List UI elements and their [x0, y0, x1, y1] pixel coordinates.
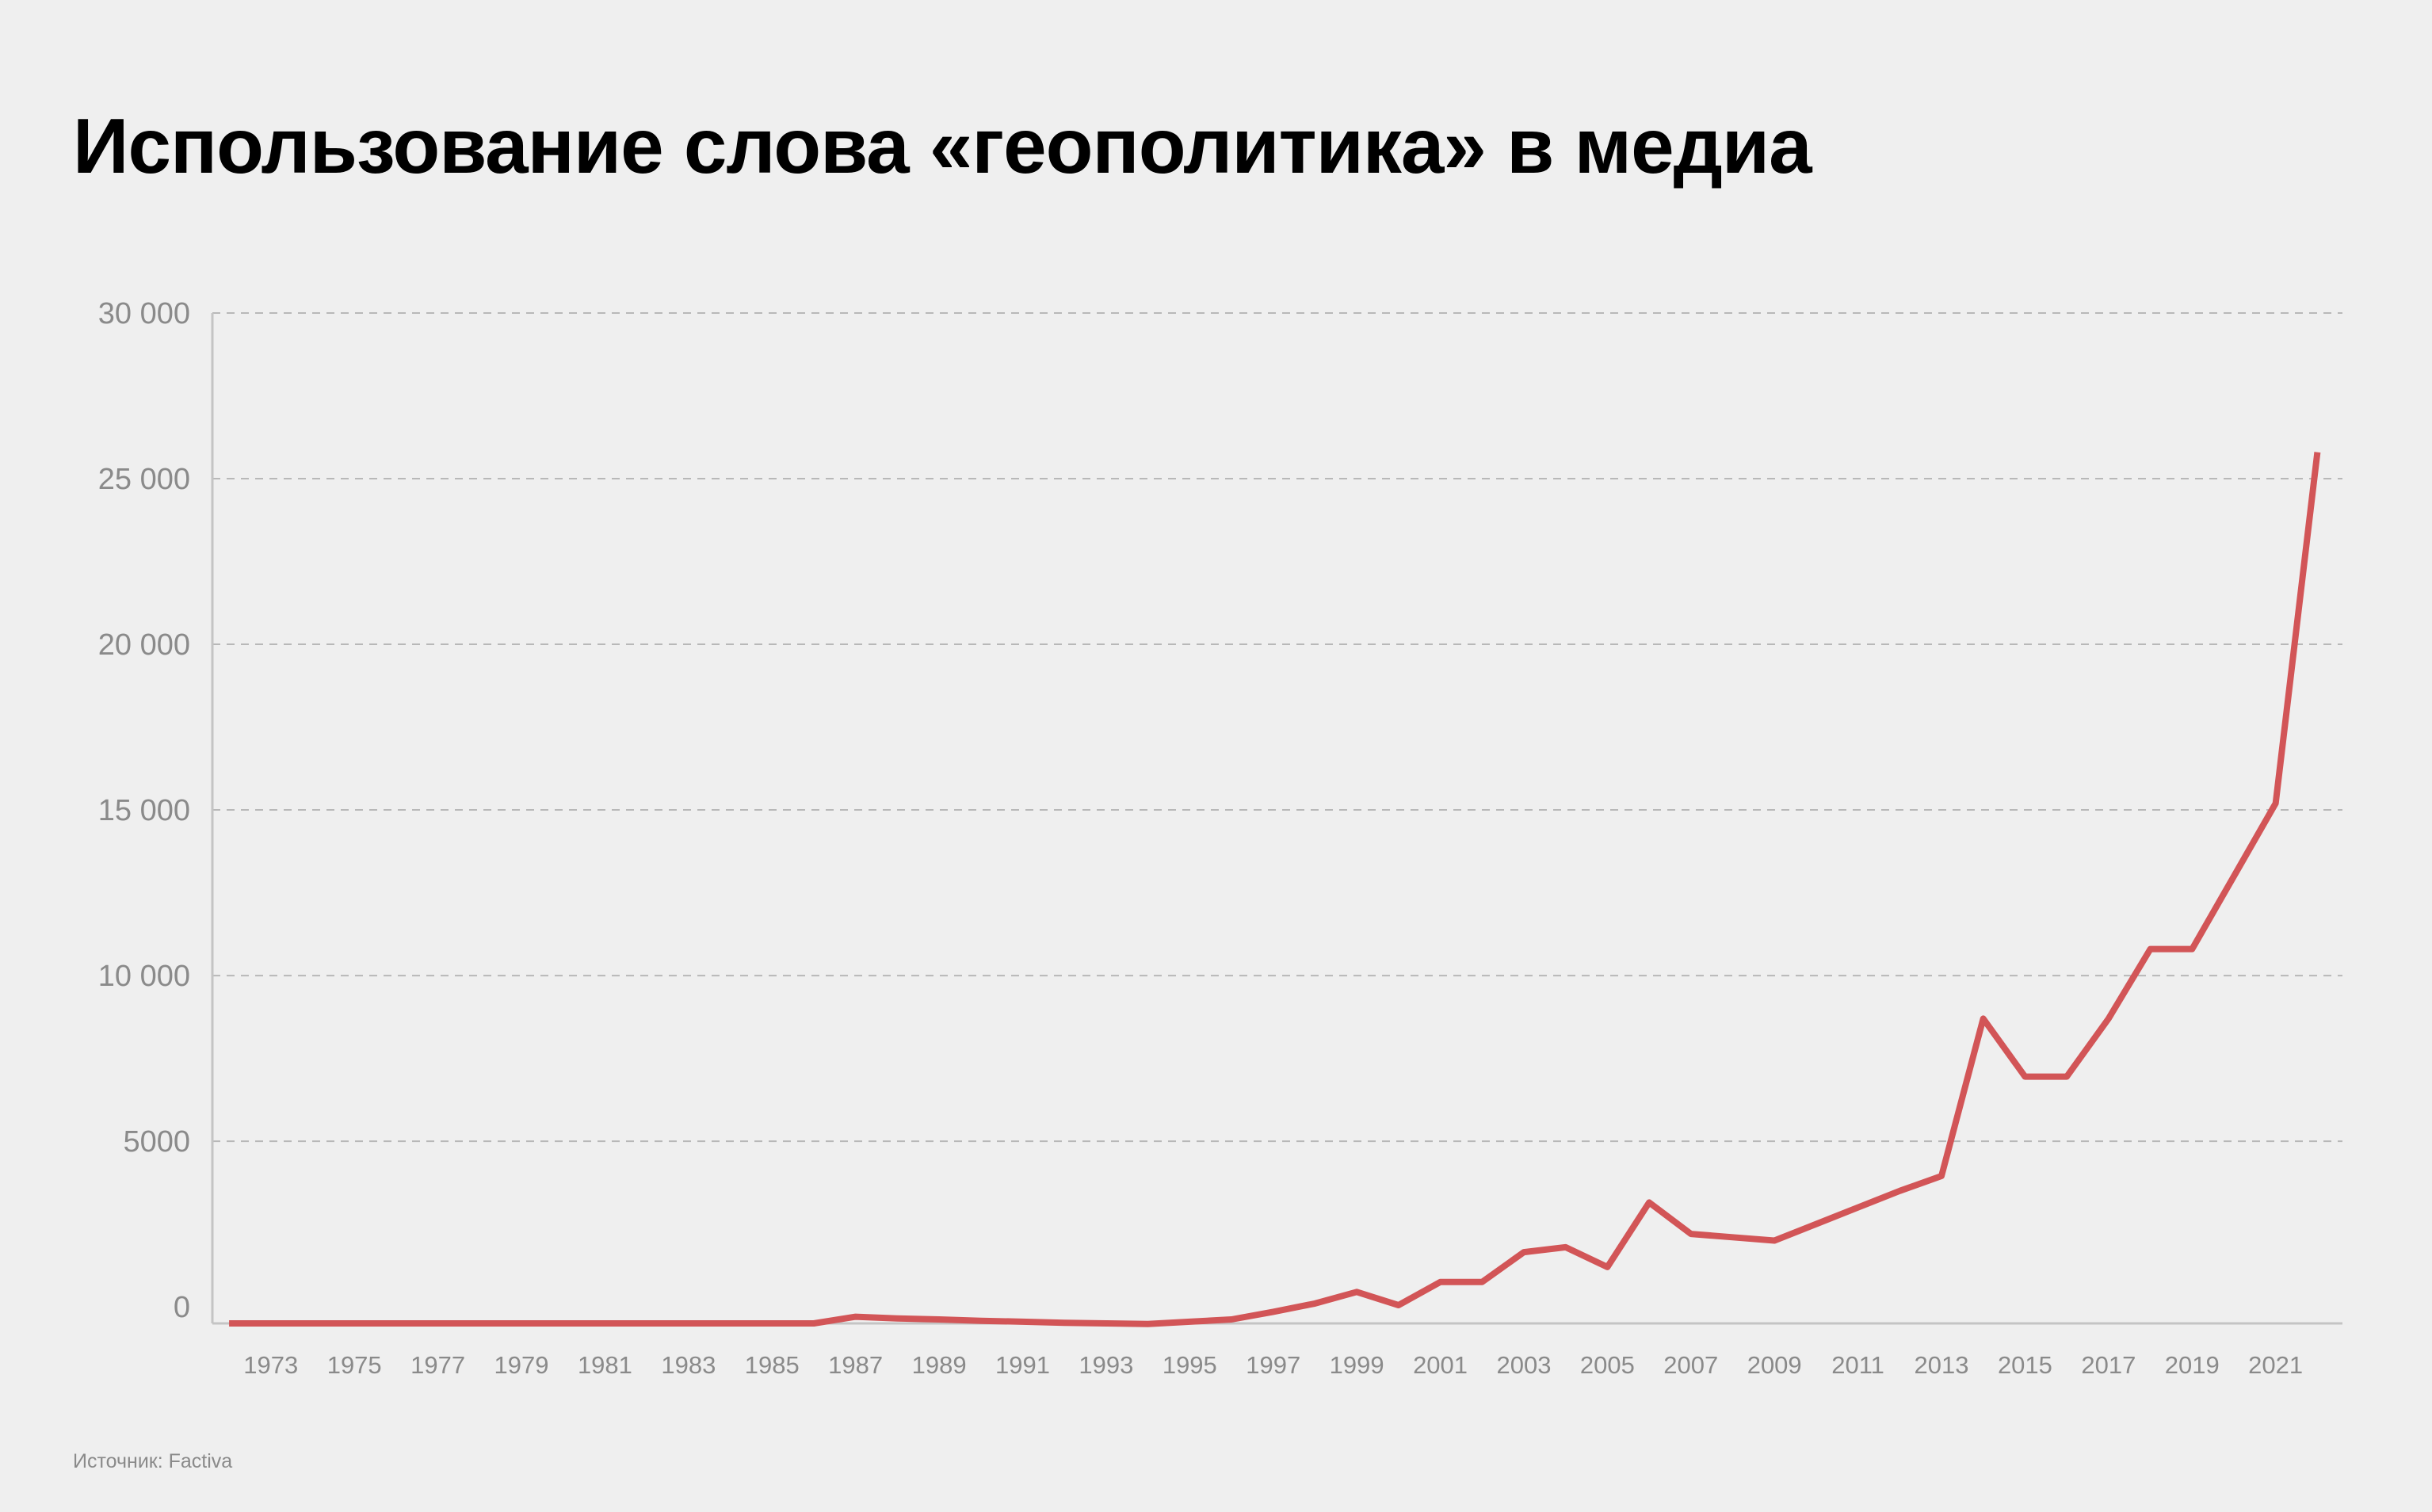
y-tick-label: 25 000: [98, 463, 190, 496]
x-tick-label: 1987: [828, 1351, 883, 1379]
x-tick-label: 1979: [494, 1351, 549, 1379]
x-tick-label: 2021: [2248, 1351, 2303, 1379]
y-tick-label: 5000: [123, 1125, 190, 1159]
y-tick-label: 10 000: [98, 960, 190, 993]
x-tick-label: 1995: [1163, 1351, 1217, 1379]
x-tick-label: 2011: [1831, 1351, 1884, 1379]
x-tick-label: 1973: [243, 1351, 298, 1379]
x-tick-label: 2003: [1496, 1351, 1551, 1379]
x-tick-label: 2009: [1747, 1351, 1802, 1379]
y-tick-label: 20 000: [98, 628, 190, 662]
x-tick-label: 2001: [1413, 1351, 1468, 1379]
x-axis-ticks: 1973 1975 1977 1979 1981 1983 1985 1987 1989 1991…: [243, 1351, 2303, 1379]
x-tick-label: 2013: [1915, 1351, 1969, 1379]
x-tick-label: 1999: [1330, 1351, 1384, 1379]
x-tick-label: 1997: [1246, 1351, 1300, 1379]
x-tick-label: 2015: [1998, 1351, 2052, 1379]
x-tick-label: 1989: [912, 1351, 967, 1379]
x-tick-label: 1981: [578, 1351, 632, 1379]
series-lines: [229, 452, 2321, 1327]
x-tick-label: 2005: [1580, 1351, 1635, 1379]
x-tick-label: 1975: [327, 1351, 382, 1379]
y-tick-label: 0: [174, 1291, 190, 1324]
x-tick-label: 1977: [410, 1351, 465, 1379]
x-tick-label: 1985: [745, 1351, 800, 1379]
y-axis-ticks: 0 5000 10 000 15 000 20 000 25 000 30 000: [98, 297, 190, 1324]
axes: [211, 313, 2342, 1325]
source-note: Источник: Factiva: [73, 1450, 233, 1472]
grid-lines: [212, 312, 2342, 1143]
y-tick-label: 30 000: [98, 297, 190, 330]
chart-title: Использование слова «геополитика» в меди…: [73, 102, 1812, 189]
x-tick-label: 2017: [2081, 1351, 2136, 1379]
series-line: [229, 452, 2321, 1327]
x-tick-label: 1993: [1079, 1351, 1133, 1379]
x-tick-label: 1983: [661, 1351, 716, 1379]
x-tick-label: 2019: [2165, 1351, 2220, 1379]
x-tick-label: 2007: [1663, 1351, 1718, 1379]
y-tick-label: 15 000: [98, 794, 190, 827]
x-tick-label: 1991: [995, 1351, 1050, 1379]
